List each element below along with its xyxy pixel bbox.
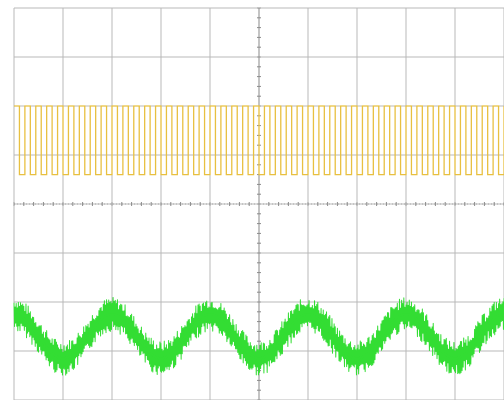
traces — [13, 105, 504, 376]
ch2-noisy-sine-trace — [13, 296, 504, 376]
center-axes — [13, 7, 504, 400]
ch1-square-wave-trace — [14, 105, 504, 176]
ch2-sine-body-trace — [13, 313, 504, 360]
